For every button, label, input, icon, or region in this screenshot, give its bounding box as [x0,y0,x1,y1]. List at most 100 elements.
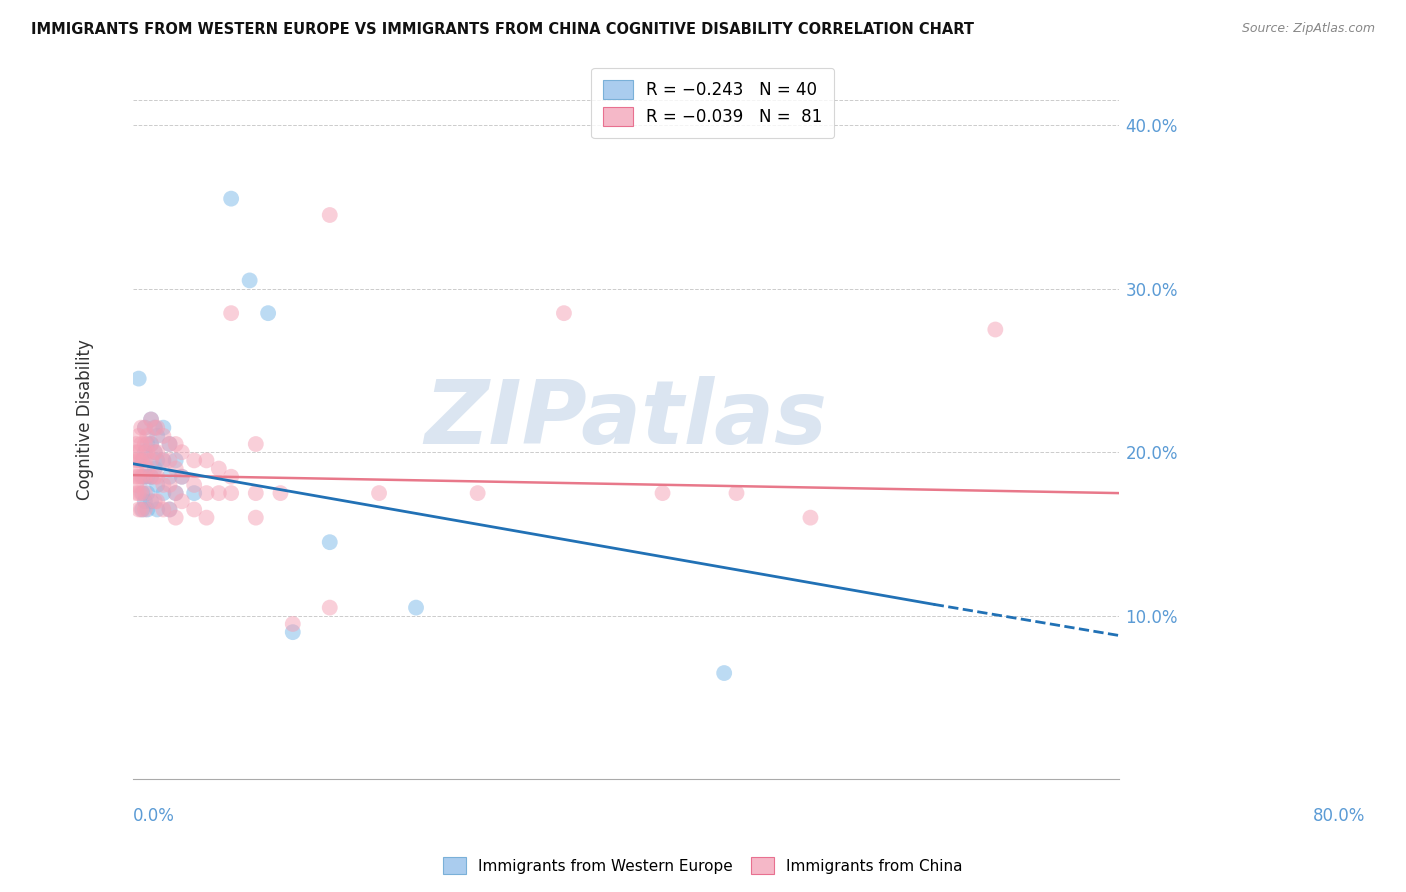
Point [131,469,153,483]
Point [152,502,174,516]
Point [139,494,162,508]
Point [159,502,181,516]
Point [467,486,489,500]
Point [143,461,166,475]
Legend: R = −0.243   N = 40, R = −0.039   N =  81: R = −0.243 N = 40, R = −0.039 N = 81 [592,68,834,138]
Point [159,437,181,451]
Point [129,486,152,500]
Point [165,453,187,467]
Point [125,478,148,492]
Text: IMMIGRANTS FROM WESTERN EUROPE VS IMMIGRANTS FROM CHINA COGNITIVE DISABILITY COR: IMMIGRANTS FROM WESTERN EUROPE VS IMMIGR… [31,22,974,37]
Point [125,445,148,459]
Point [165,510,187,524]
Point [136,461,159,475]
Point [129,420,152,434]
Point [134,420,156,434]
Point [129,469,152,483]
Point [152,429,174,443]
Point [245,486,267,500]
Point [159,478,181,492]
Point [269,486,291,500]
Point [183,486,205,500]
Point [165,486,187,500]
Point [146,420,169,434]
Point [125,469,148,483]
Legend: Immigrants from Western Europe, Immigrants from China: Immigrants from Western Europe, Immigran… [437,851,969,880]
Point [651,486,673,500]
Point [319,535,342,549]
Point [128,469,150,483]
Point [165,486,187,500]
Point [143,420,166,434]
Point [195,453,218,467]
Point [219,486,242,500]
Point [128,445,150,459]
Point [245,510,267,524]
Point [143,494,166,508]
Point [152,453,174,467]
Point [131,453,153,467]
Text: 0.0%: 0.0% [132,806,174,825]
Point [195,486,218,500]
Point [319,600,342,615]
Point [129,502,152,516]
Point [134,469,156,483]
Point [125,486,148,500]
Point [136,469,159,483]
Point [139,469,162,483]
Point [139,412,162,426]
Point [146,478,169,492]
Text: Source: ZipAtlas.com: Source: ZipAtlas.com [1241,22,1375,36]
Text: 80.0%: 80.0% [1313,806,1365,825]
Point [159,502,181,516]
Point [219,192,242,206]
Point [183,453,205,467]
Point [136,429,159,443]
Point [152,478,174,492]
Point [143,469,166,483]
Point [146,502,169,516]
Point [134,453,156,467]
Point [146,494,169,508]
Point [128,453,150,467]
Point [159,469,181,483]
Point [139,469,162,483]
Point [165,461,187,475]
Point [134,486,156,500]
Point [139,412,162,426]
Point [146,469,169,483]
Point [170,445,193,459]
Point [152,453,174,467]
Point [143,445,166,459]
Point [553,306,575,320]
Point [239,273,262,287]
Point [319,208,342,222]
Point [139,437,162,451]
Point [159,437,181,451]
Point [152,420,174,434]
Point [170,469,193,483]
Point [139,453,162,467]
Point [152,486,174,500]
Text: Cognitive Disability: Cognitive Disability [76,339,94,500]
Point [257,306,280,320]
Point [139,437,162,451]
Point [208,461,231,475]
Point [128,502,150,516]
Point [129,453,152,467]
Point [146,445,169,459]
Point [134,469,156,483]
Point [183,478,205,492]
Point [134,502,156,516]
Point [219,306,242,320]
Point [136,502,159,516]
Point [725,486,748,500]
Point [208,486,231,500]
Point [146,429,169,443]
Point [128,486,150,500]
Point [134,437,156,451]
Point [128,429,150,443]
Point [134,445,156,459]
Point [131,486,153,500]
Point [281,625,304,640]
